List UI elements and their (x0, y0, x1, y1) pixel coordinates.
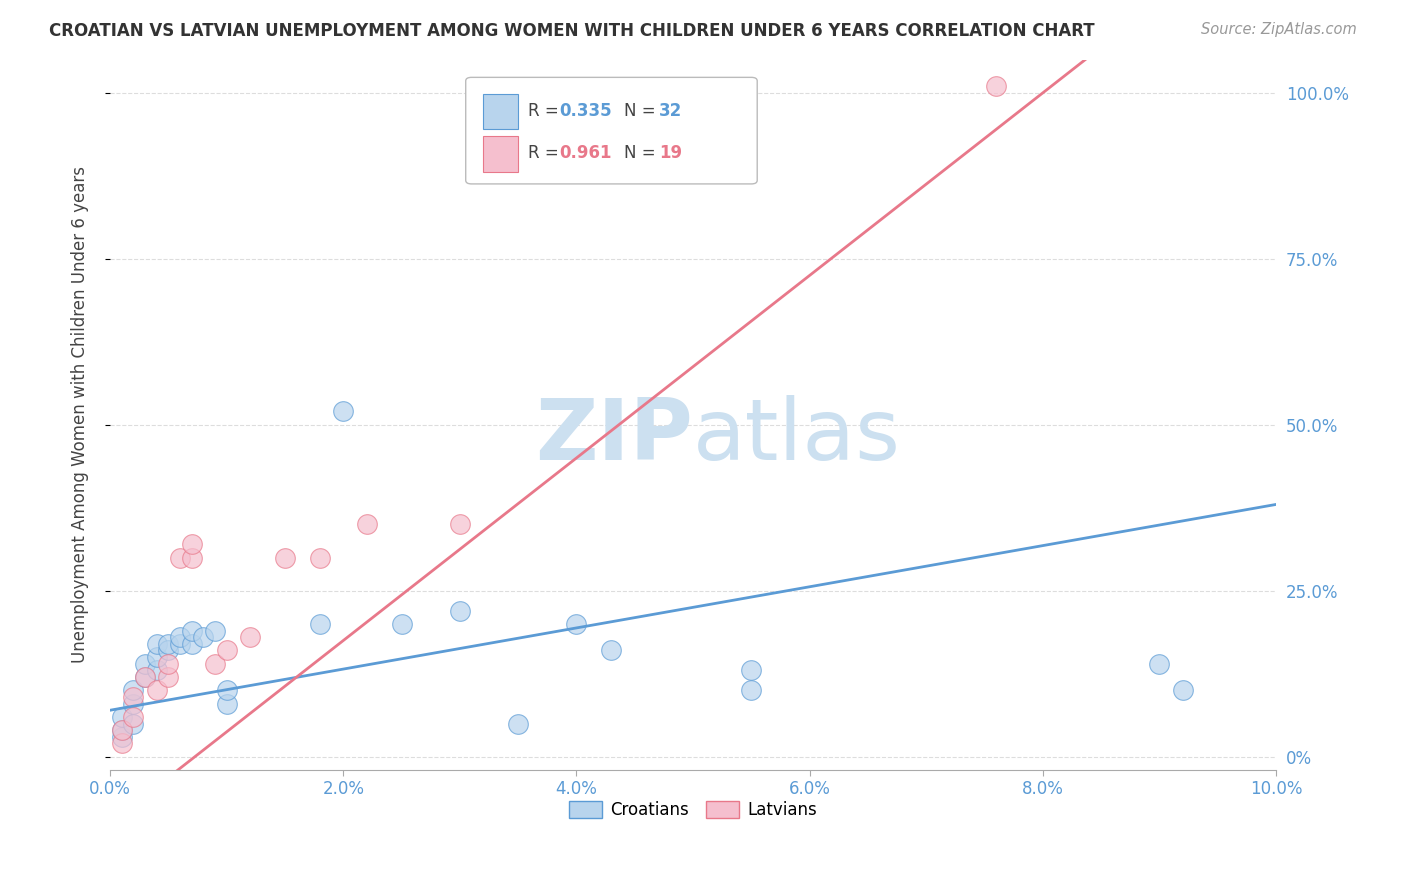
Text: Source: ZipAtlas.com: Source: ZipAtlas.com (1201, 22, 1357, 37)
Point (193, 630, 215, 644)
Point (204, 657, 226, 671)
Text: R =: R = (527, 145, 564, 162)
Point (122, 716, 145, 731)
Text: atlas: atlas (693, 394, 901, 477)
Point (274, 550, 297, 565)
Point (145, 683, 167, 698)
Point (215, 643, 238, 657)
FancyBboxPatch shape (484, 94, 519, 129)
Point (145, 664, 167, 678)
Point (157, 643, 180, 657)
Point (215, 683, 238, 698)
Text: ZIP: ZIP (536, 394, 693, 477)
Point (239, 630, 262, 644)
Point (740, 664, 762, 678)
FancyBboxPatch shape (484, 136, 519, 172)
Point (356, 517, 378, 532)
Point (111, 723, 134, 738)
Point (145, 650, 167, 665)
Point (1149, 657, 1171, 671)
Point (111, 736, 134, 750)
Point (180, 624, 202, 638)
Point (169, 637, 191, 651)
Point (740, 683, 762, 698)
Point (332, 404, 354, 418)
Point (157, 657, 180, 671)
Point (134, 670, 156, 684)
Point (309, 616, 332, 631)
Point (309, 550, 332, 565)
Point (122, 690, 145, 704)
Point (122, 683, 145, 698)
Point (449, 604, 471, 618)
Point (145, 637, 167, 651)
Point (600, 643, 623, 657)
Text: CROATIAN VS LATVIAN UNEMPLOYMENT AMONG WOMEN WITH CHILDREN UNDER 6 YEARS CORRELA: CROATIAN VS LATVIAN UNEMPLOYMENT AMONG W… (49, 22, 1095, 40)
Legend: Croatians, Latvians: Croatians, Latvians (562, 794, 824, 826)
Point (157, 670, 180, 684)
Point (565, 616, 588, 631)
Point (180, 550, 202, 565)
Text: R =: R = (527, 102, 564, 120)
Point (180, 637, 202, 651)
Point (204, 624, 226, 638)
Point (180, 537, 202, 551)
Point (1171, 683, 1194, 698)
Text: 0.961: 0.961 (560, 145, 612, 162)
Point (391, 616, 413, 631)
Text: 32: 32 (659, 102, 682, 120)
Text: N =: N = (624, 145, 661, 162)
Point (986, 79, 1008, 94)
Text: 19: 19 (659, 145, 682, 162)
Point (215, 697, 238, 711)
Point (111, 730, 134, 744)
Point (111, 710, 134, 724)
FancyBboxPatch shape (465, 78, 758, 184)
Point (111, 723, 134, 738)
Text: 0.335: 0.335 (560, 102, 612, 120)
Point (134, 657, 156, 671)
Point (122, 710, 145, 724)
Point (157, 637, 180, 651)
Point (169, 630, 191, 644)
Text: N =: N = (624, 102, 661, 120)
Point (508, 716, 530, 731)
Point (169, 550, 191, 565)
Point (134, 670, 156, 684)
Y-axis label: Unemployment Among Women with Children Under 6 years: Unemployment Among Women with Children U… (72, 166, 89, 664)
Point (449, 517, 471, 532)
Point (122, 697, 145, 711)
